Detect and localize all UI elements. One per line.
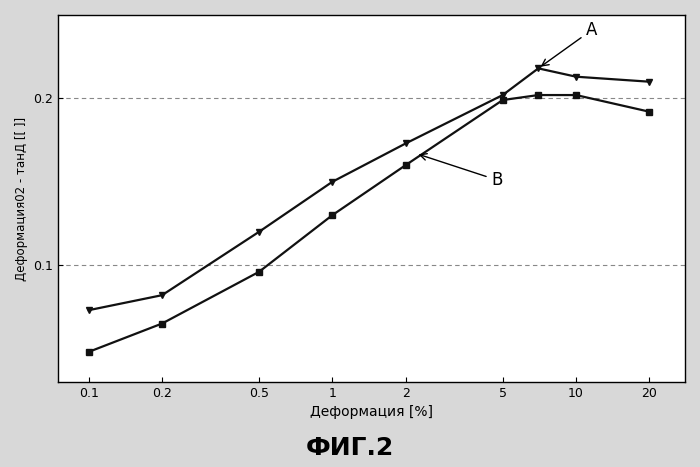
Y-axis label: Деформация02 - танД [[ ]]: Деформация02 - танД [[ ]] [15,116,28,281]
Text: B: B [420,154,503,189]
Text: A: A [542,21,598,66]
Text: ФИГ.2: ФИГ.2 [306,436,394,460]
X-axis label: Деформация [%]: Деформация [%] [310,405,433,419]
